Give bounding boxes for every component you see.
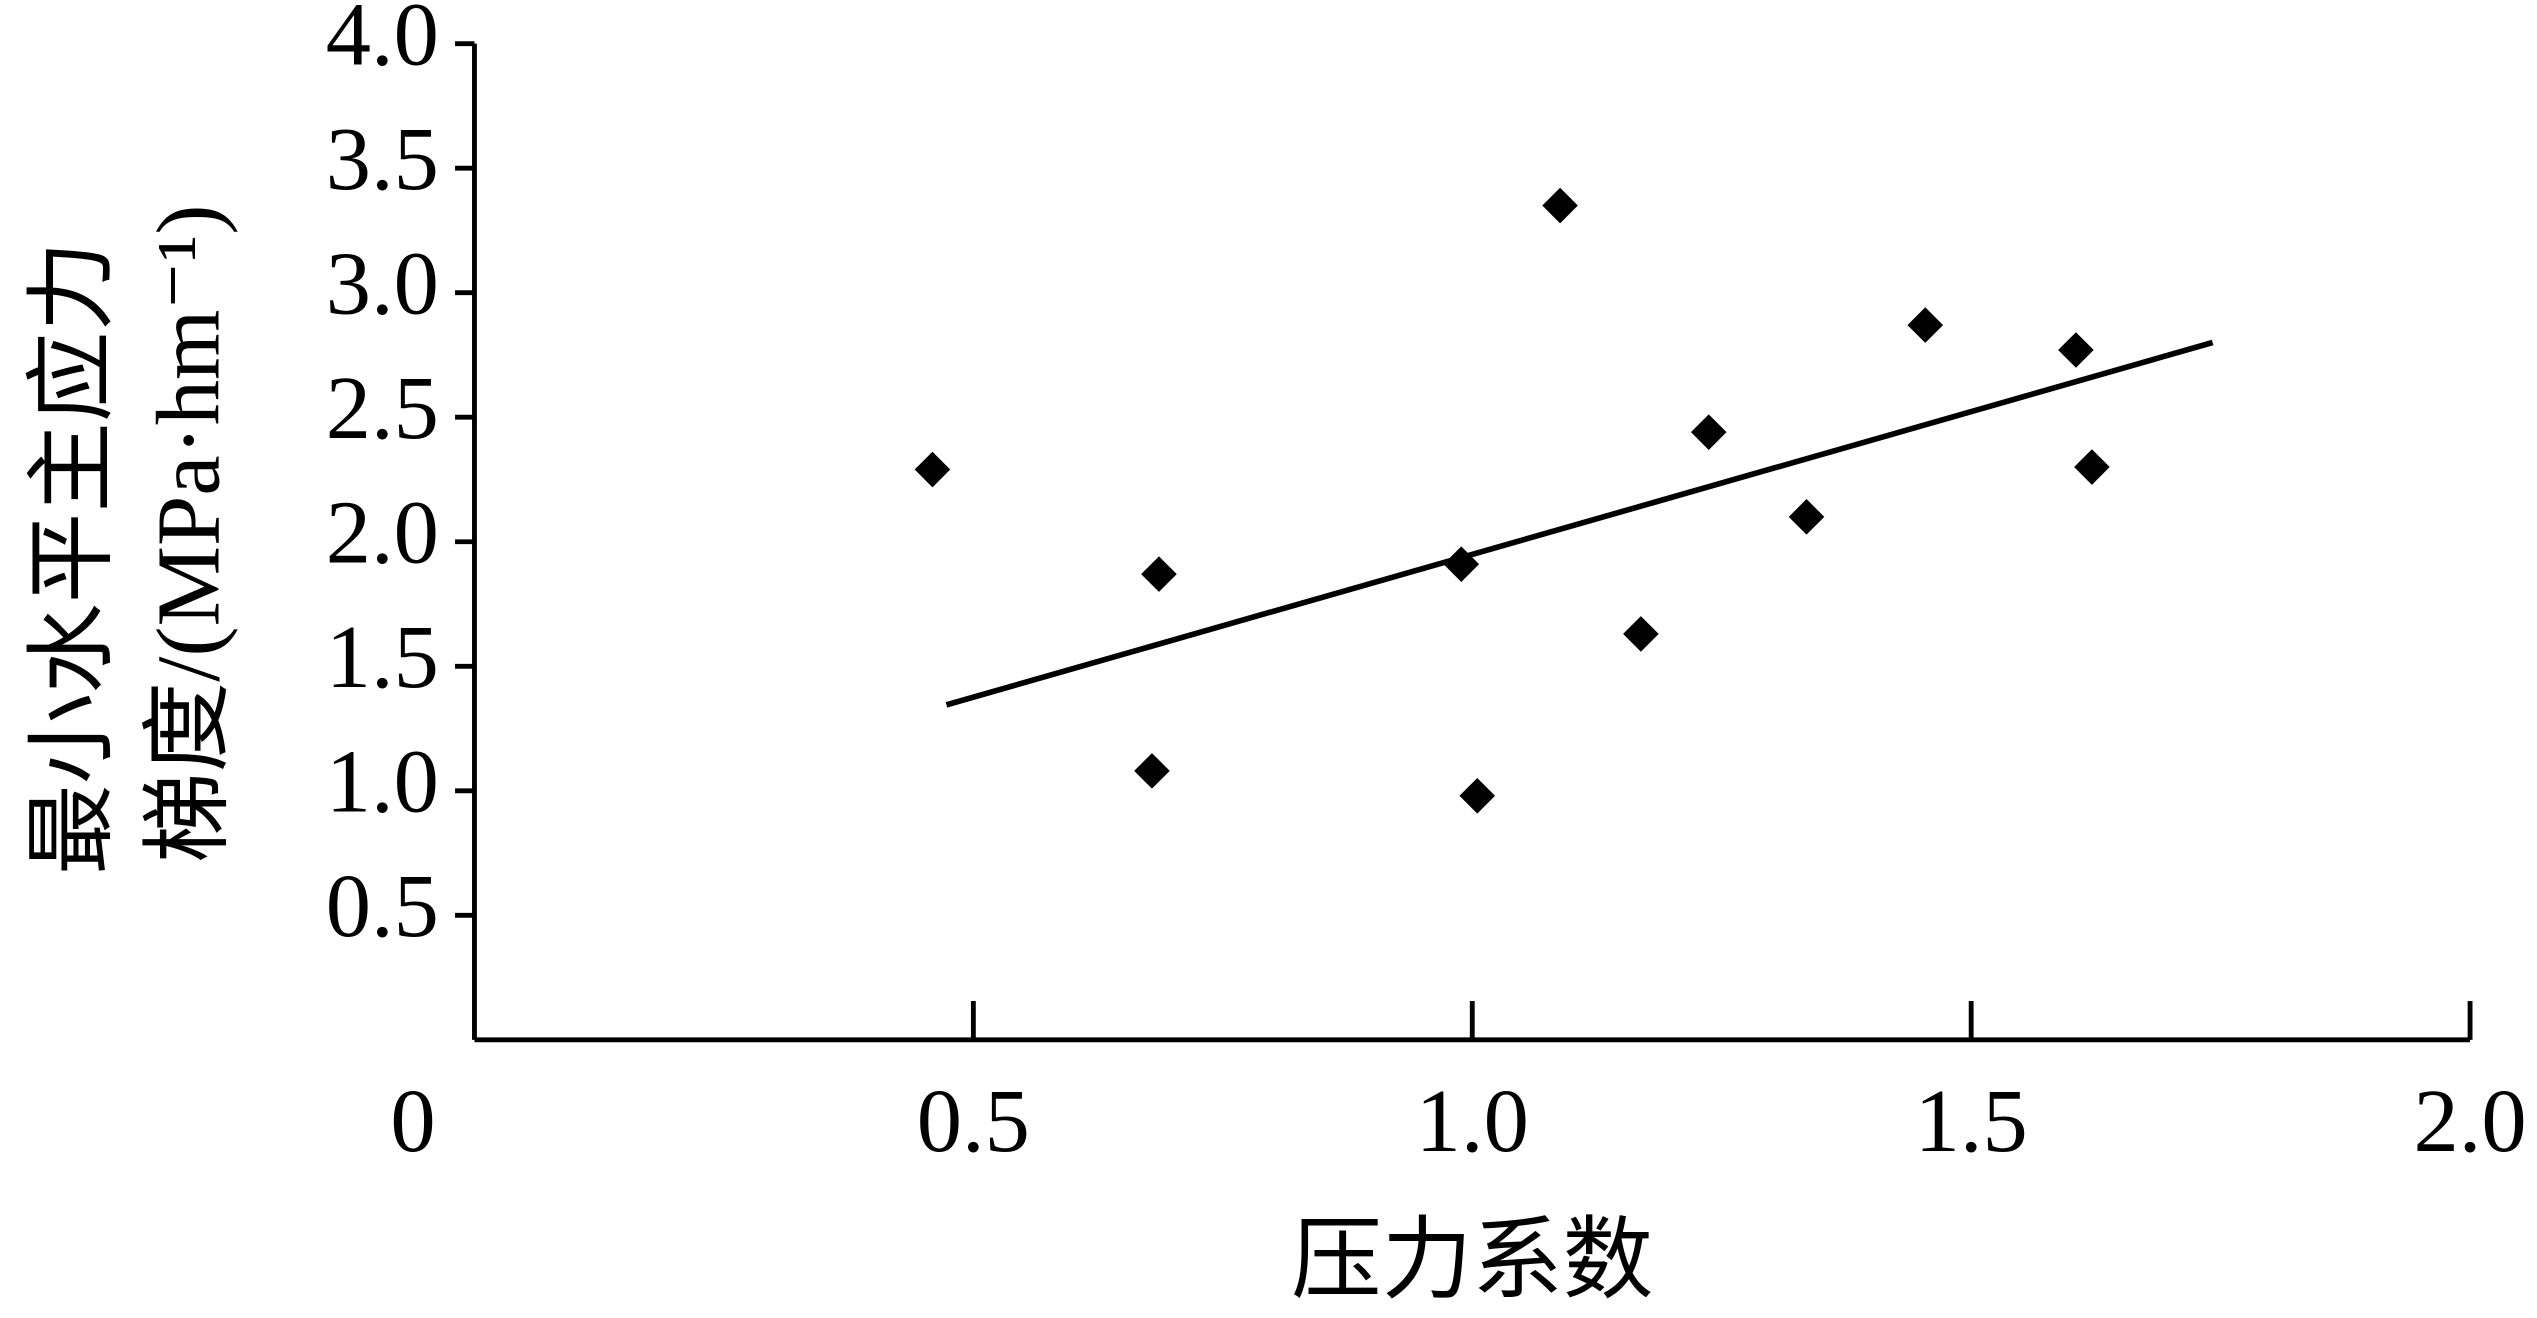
- point: [2058, 332, 2094, 368]
- x-tick-label: 0: [390, 1070, 435, 1171]
- point: [1788, 499, 1825, 535]
- point: [1623, 616, 1659, 652]
- x-tick-label: 2.0: [2413, 1070, 2526, 1171]
- y-tick-label: 2.5: [326, 357, 439, 458]
- y-tick-label: 1.5: [326, 606, 439, 707]
- y-tick-label: 1.0: [326, 731, 439, 832]
- point: [914, 451, 951, 488]
- y-tick-label: 0.5: [326, 855, 439, 956]
- trend-line: [945, 339, 2214, 708]
- y-tick-label: 3.0: [326, 232, 439, 333]
- x-axis-label: 压力系数: [1291, 1209, 1653, 1310]
- point: [1542, 187, 1578, 224]
- y-tick-label: 2.0: [326, 482, 439, 583]
- x-tick-label: 1.5: [1915, 1070, 2028, 1171]
- y-tick-label: 3.5: [326, 108, 439, 209]
- point: [1141, 556, 1177, 592]
- x-tick-label: 0.5: [917, 1070, 1030, 1171]
- point: [2074, 449, 2110, 485]
- point: [1134, 753, 1170, 789]
- x-tick-label: 1.0: [1416, 1070, 1529, 1171]
- point: [1459, 777, 1496, 814]
- y-axis-label: 梯度/(MPa·hm⁻¹): [138, 204, 239, 862]
- y-axis-label: 最小水平主应力: [21, 241, 122, 875]
- point: [1690, 414, 1727, 450]
- y-tick-label: 4.0: [326, 0, 439, 84]
- point: [1907, 307, 1944, 343]
